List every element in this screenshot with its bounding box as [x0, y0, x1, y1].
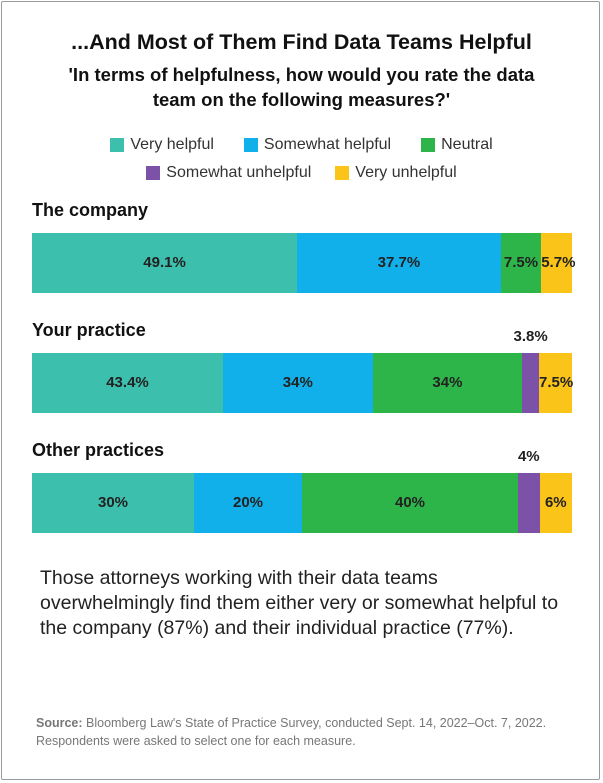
legend-item-somewhat-unhelpful: Somewhat unhelpful	[146, 164, 311, 182]
source-text: Bloomberg Law's State of Practice Survey…	[36, 716, 547, 748]
legend-label: Somewhat helpful	[263, 136, 392, 153]
chart-source: Source: Bloomberg Law's State of Practic…	[36, 714, 581, 750]
data-label: 3.8%	[513, 328, 548, 345]
bar-segment-somewhat-helpful	[223, 353, 373, 413]
source-label: Source:	[36, 716, 83, 730]
data-label: 40%	[394, 494, 426, 511]
bar-segment-very-helpful	[32, 473, 194, 533]
data-label: 7.5%	[538, 374, 574, 391]
data-label: 20%	[232, 494, 264, 511]
legend-label: Very helpful	[130, 136, 214, 153]
legend-swatch	[335, 166, 350, 180]
chart-note: Those attorneys working with their data …	[40, 567, 559, 639]
legend-label: Somewhat unhelpful	[166, 164, 312, 181]
bar-segment-very-unhelpful	[541, 233, 572, 293]
data-label: 4%	[517, 448, 540, 465]
bar-segment-neutral	[302, 473, 518, 533]
legend-swatch	[110, 138, 125, 152]
category-label-other-practices: Other practices	[32, 440, 165, 460]
chart-subtitle: 'In terms of helpfulness, how would you …	[68, 64, 535, 110]
legend-swatch	[243, 138, 258, 152]
legend-label: Very unhelpful	[355, 164, 457, 181]
data-label: 49.1%	[143, 254, 186, 271]
legend-item-somewhat-helpful: Somewhat helpful	[243, 136, 392, 154]
bar-segment-very-helpful	[32, 353, 223, 413]
legend-item-very-helpful: Very helpful	[110, 136, 214, 154]
bar-segment-neutral	[500, 233, 542, 293]
bar-segment-somewhat-unhelpful	[518, 473, 540, 533]
data-label: 34%	[282, 374, 313, 391]
data-label: 6%	[544, 494, 567, 511]
data-label: 30%	[97, 494, 129, 511]
legend-row-2: Somewhat unhelpful Very unhelpful	[0, 164, 603, 182]
data-label: 34%	[432, 374, 463, 391]
bar-segment-somewhat-unhelpful	[522, 353, 539, 413]
bar-segment-somewhat-helpful	[297, 233, 501, 293]
bar-segment-very-helpful	[32, 233, 298, 293]
bar-other-practices: 30% 20% 40% 4% 6%	[32, 448, 572, 533]
bar-segment-very-unhelpful	[538, 353, 572, 413]
data-label: 7.5%	[503, 254, 539, 271]
data-label: 5.7%	[541, 254, 576, 271]
legend-item-neutral: Neutral	[421, 136, 493, 154]
bar-segment-somewhat-helpful	[194, 473, 302, 533]
category-label-your-practice: Your practice	[32, 320, 146, 340]
category-label-the-company: The company	[32, 200, 149, 220]
legend-swatch	[421, 138, 436, 152]
data-label: 43.4%	[106, 374, 149, 391]
legend-item-very-unhelpful: Very unhelpful	[335, 164, 457, 182]
chart-title: ...And Most of Them Find Data Teams Help…	[71, 30, 532, 54]
legend-row-1: Very helpful Somewhat helpful Neutral	[0, 136, 603, 154]
legend-swatch	[146, 166, 161, 180]
bar-segment-very-unhelpful	[539, 473, 572, 533]
data-label: 37.7%	[377, 254, 421, 271]
bar-your-practice: 43.4% 34% 34% 3.8% 7.5%	[32, 328, 574, 413]
bar-the-company: 49.1% 37.7% 7.5% 5.7%	[32, 233, 576, 293]
bar-segment-neutral	[372, 353, 523, 413]
legend-label: Neutral	[441, 136, 493, 153]
